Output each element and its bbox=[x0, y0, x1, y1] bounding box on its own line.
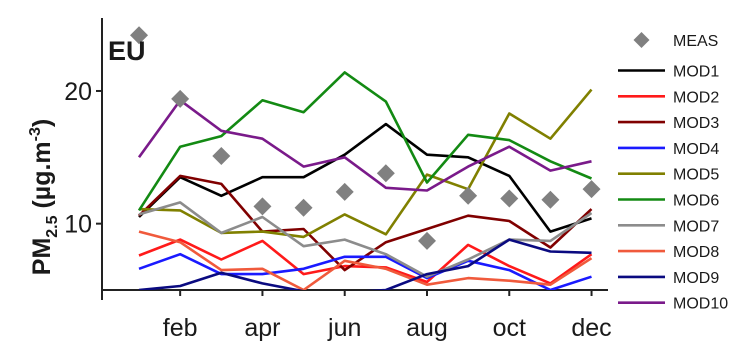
legend-label-mod4: MOD4 bbox=[673, 141, 719, 158]
x-tick-label: jun bbox=[327, 314, 361, 342]
meas-marker bbox=[541, 190, 560, 209]
panel-label: EU bbox=[108, 36, 146, 66]
meas-marker bbox=[459, 186, 478, 205]
meas-marker bbox=[130, 26, 149, 45]
measurement-markers bbox=[130, 26, 601, 250]
meas-marker bbox=[253, 197, 272, 216]
legend-label-mod10: MOD10 bbox=[673, 296, 728, 313]
meas-marker bbox=[171, 89, 190, 108]
legend-label-mod2: MOD2 bbox=[673, 89, 719, 106]
y-tick-label: 20 bbox=[64, 78, 92, 106]
legend-label-mod3: MOD3 bbox=[673, 115, 719, 132]
legend-label-mod9: MOD9 bbox=[673, 270, 719, 287]
legend-label-mod1: MOD1 bbox=[673, 64, 719, 81]
x-tick-label: aug bbox=[406, 314, 448, 342]
meas-marker bbox=[417, 231, 436, 250]
legend-swatch-meas bbox=[633, 32, 650, 48]
series-line-mod2 bbox=[138, 238, 593, 285]
series-line-mod4 bbox=[138, 252, 592, 290]
series-line-mod9 bbox=[138, 238, 592, 290]
y-axis-title: PM2.5 (µg.m-3) bbox=[27, 119, 61, 275]
meas-marker bbox=[582, 180, 601, 199]
y-tick-label: 10 bbox=[64, 211, 92, 239]
plot-area bbox=[137, 71, 593, 290]
legend: MEAS MOD1 MOD2 MOD3 MOD4 MOD5 MOD6 MOD7 MOD8 MOD9… bbox=[618, 32, 728, 313]
legend-label-mod6: MOD6 bbox=[673, 193, 719, 210]
meas-marker bbox=[376, 164, 395, 183]
x-tick-label: oct bbox=[493, 314, 526, 342]
legend-label-mod8: MOD8 bbox=[673, 244, 719, 261]
series-line-mod5 bbox=[138, 88, 593, 239]
series-line-mod7 bbox=[138, 201, 593, 279]
x-tick-label: dec bbox=[571, 314, 611, 342]
meas-marker bbox=[294, 198, 313, 217]
series-line-mod1 bbox=[138, 122, 592, 233]
meas-marker bbox=[500, 189, 519, 208]
meas-marker bbox=[212, 146, 231, 165]
legend-label-mod7: MOD7 bbox=[673, 218, 719, 235]
x-tick-label: feb bbox=[163, 314, 198, 342]
series-line-mod6 bbox=[137, 71, 593, 212]
legend-label-meas: MEAS bbox=[673, 33, 718, 50]
series-line-mod10 bbox=[137, 99, 592, 192]
legend-label-mod5: MOD5 bbox=[673, 167, 719, 184]
axes: 10 20 feb apr jun aug oct dec bbox=[64, 18, 612, 342]
meas-marker bbox=[335, 182, 354, 201]
series-line-mod8 bbox=[138, 230, 593, 290]
x-tick-label: apr bbox=[244, 314, 280, 342]
